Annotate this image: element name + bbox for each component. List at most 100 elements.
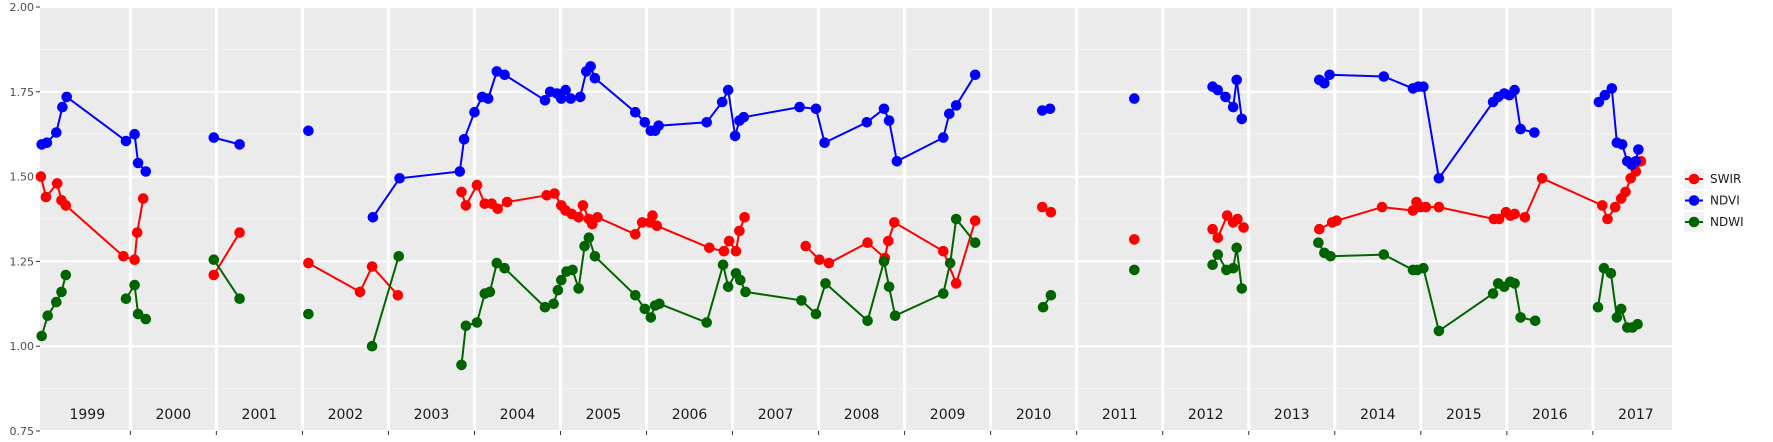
data-point: [950, 278, 962, 289]
data-point: [1227, 262, 1239, 274]
series-ndvi: [36, 61, 1644, 223]
data-point: [129, 279, 140, 291]
data-point: [234, 139, 245, 150]
data-point: [120, 135, 132, 147]
data-point: [704, 242, 715, 254]
data-point: [796, 295, 807, 306]
data-point: [129, 128, 140, 140]
data-point: [234, 227, 245, 238]
data-point: [1207, 223, 1218, 235]
data-point: [501, 196, 513, 208]
data-point: [1314, 223, 1325, 235]
data-point: [458, 134, 470, 145]
data-point: [1597, 200, 1608, 211]
data-point: [577, 200, 589, 211]
data-point: [1602, 213, 1613, 225]
data-point: [1487, 288, 1499, 299]
series-layer: [35, 61, 1647, 371]
x-tick-label: 2004: [500, 407, 536, 423]
data-point: [1509, 208, 1520, 220]
data-point: [1129, 264, 1140, 276]
series-line: [307, 262, 399, 296]
data-point: [938, 132, 949, 143]
data-point: [800, 240, 811, 252]
data-point: [57, 101, 68, 113]
data-point: [819, 137, 830, 148]
data-point: [1238, 222, 1249, 233]
data-point: [814, 254, 825, 265]
data-point: [1611, 312, 1623, 323]
data-point: [647, 210, 658, 221]
data-point: [1616, 139, 1628, 150]
data-point: [456, 186, 467, 198]
data-point: [654, 298, 665, 310]
x-tick-label: 2011: [1102, 407, 1138, 423]
x-axis: 1999 2000 2001 2002 2003 2004 2005 2006 2007 2008…: [69, 407, 1654, 435]
data-point: [1493, 213, 1505, 225]
series-ndwi: [36, 213, 1643, 371]
data-point: [1037, 301, 1049, 313]
data-point: [810, 103, 822, 115]
legend-item-ndvi: NDVI: [1684, 190, 1740, 211]
data-point: [60, 200, 72, 211]
data-point: [636, 217, 648, 228]
data-point: [367, 212, 379, 223]
data-point: [132, 157, 144, 169]
data-point: [573, 283, 584, 294]
data-point: [1044, 103, 1056, 115]
data-point: [129, 254, 140, 265]
data-point: [56, 286, 67, 298]
data-point: [735, 274, 746, 286]
data-point: [118, 250, 129, 262]
data-point: [878, 256, 890, 267]
data-point: [639, 303, 651, 315]
data-point: [131, 227, 143, 238]
data-point: [1378, 71, 1390, 82]
data-point: [366, 340, 378, 352]
data-point: [730, 245, 742, 257]
data-point: [41, 137, 53, 148]
data-point: [552, 284, 564, 296]
data-point: [862, 237, 873, 248]
data-point: [548, 298, 559, 310]
data-point: [653, 120, 664, 131]
data-point: [889, 217, 900, 228]
data-point: [208, 132, 220, 143]
data-point: [1519, 212, 1531, 223]
data-point: [891, 156, 903, 167]
data-point: [1420, 201, 1432, 213]
data-point: [484, 286, 496, 298]
data-point: [499, 69, 510, 81]
data-point: [630, 290, 641, 301]
data-point: [1536, 173, 1548, 184]
data-point: [366, 261, 378, 272]
data-point: [738, 111, 749, 123]
series-line: [371, 256, 400, 347]
legend-label: SWIR: [1710, 172, 1741, 186]
data-point: [140, 313, 152, 325]
data-point: [1592, 301, 1604, 313]
data-point: [556, 274, 567, 286]
data-point: [1212, 249, 1224, 260]
x-tick-label: 2010: [1016, 407, 1052, 423]
data-point: [1633, 144, 1644, 155]
data-point: [132, 308, 144, 320]
data-point: [630, 229, 641, 240]
x-tick-label: 2005: [586, 407, 622, 423]
data-point: [469, 106, 480, 118]
data-point: [556, 93, 567, 104]
x-tick-label: 1999: [69, 407, 105, 423]
data-point: [701, 317, 712, 328]
y-axis: 0.75 1.00 1.25 1.50 1.75 2.00: [10, 1, 40, 438]
legend-key-point: [1688, 195, 1700, 206]
data-point: [42, 310, 53, 322]
data-point: [1232, 213, 1243, 225]
data-point: [585, 61, 596, 72]
y-tick-label: 2.00: [10, 1, 35, 14]
data-point: [303, 308, 314, 320]
data-point: [456, 359, 467, 371]
data-point: [575, 91, 586, 103]
data-point: [303, 125, 314, 137]
data-point: [208, 269, 220, 281]
data-point: [560, 84, 571, 96]
